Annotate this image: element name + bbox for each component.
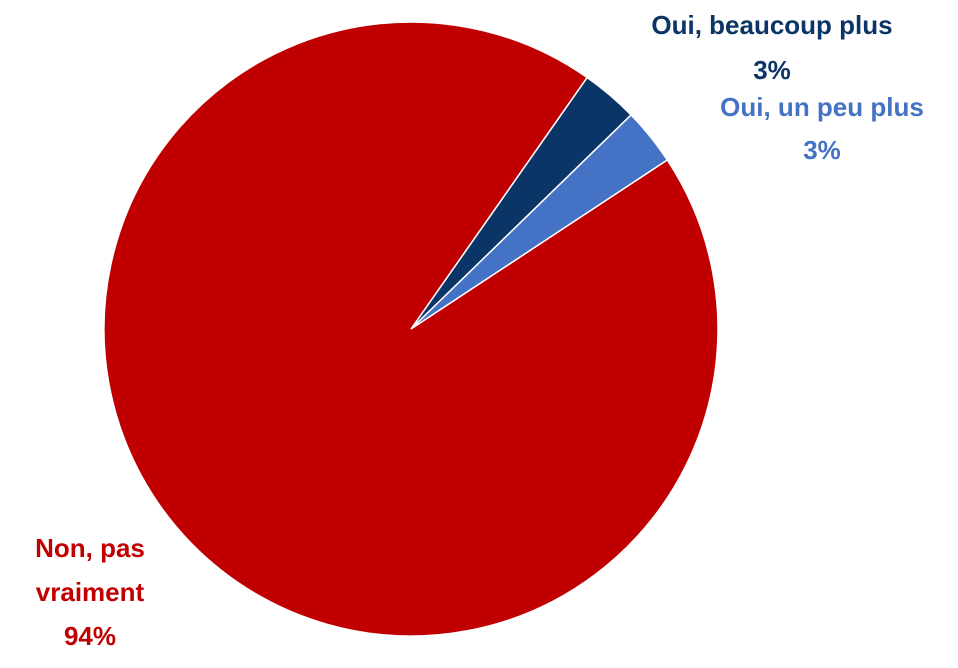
slice-label: Oui, beaucoup plus xyxy=(651,10,893,40)
slice-value-label: 3% xyxy=(803,135,841,165)
pie-slice xyxy=(103,21,719,637)
slice-value-label: 94% xyxy=(63,621,117,651)
slice-label: Oui, un peu plus xyxy=(720,92,924,122)
slice-label: Non, pas vraiment xyxy=(35,533,145,607)
slice-value-label: 3% xyxy=(753,55,791,85)
